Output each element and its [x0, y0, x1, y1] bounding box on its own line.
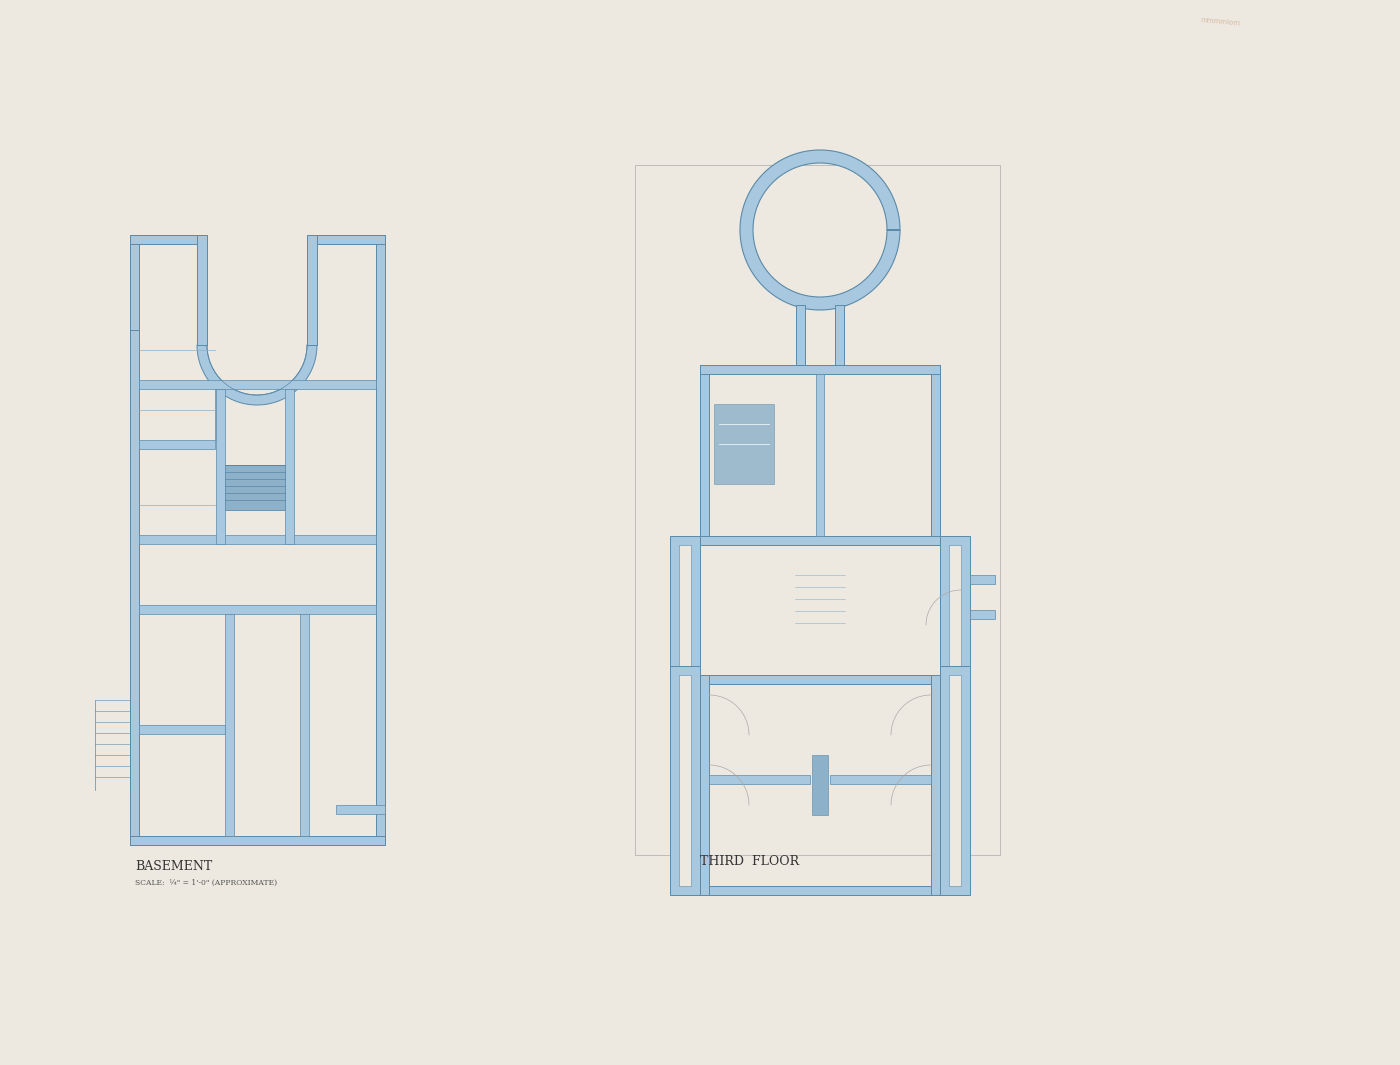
Polygon shape — [139, 440, 216, 449]
Polygon shape — [130, 235, 139, 330]
Polygon shape — [225, 465, 286, 510]
Polygon shape — [816, 374, 825, 536]
Polygon shape — [216, 389, 224, 440]
Polygon shape — [671, 536, 700, 675]
Polygon shape — [316, 235, 385, 244]
Polygon shape — [939, 536, 970, 675]
Polygon shape — [949, 675, 960, 886]
Polygon shape — [139, 535, 377, 544]
Polygon shape — [139, 725, 225, 734]
Polygon shape — [130, 235, 197, 244]
Polygon shape — [700, 675, 708, 895]
Polygon shape — [812, 755, 827, 815]
Polygon shape — [139, 380, 377, 389]
Polygon shape — [286, 389, 294, 544]
Polygon shape — [130, 836, 385, 845]
Polygon shape — [139, 605, 377, 615]
Polygon shape — [377, 235, 385, 845]
Polygon shape — [797, 305, 805, 365]
Polygon shape — [970, 610, 995, 619]
Polygon shape — [130, 235, 139, 845]
Polygon shape — [216, 389, 225, 544]
Text: mmmmlom: mmmmlom — [1200, 17, 1240, 26]
Polygon shape — [225, 615, 234, 836]
Polygon shape — [931, 675, 939, 895]
Polygon shape — [714, 404, 774, 484]
Polygon shape — [197, 235, 207, 345]
Polygon shape — [700, 365, 939, 374]
Polygon shape — [671, 666, 700, 895]
Text: BASEMENT: BASEMENT — [134, 861, 213, 873]
Polygon shape — [700, 675, 939, 684]
Polygon shape — [336, 805, 385, 814]
Text: THIRD  FLOOR: THIRD FLOOR — [700, 855, 799, 868]
Polygon shape — [679, 675, 692, 886]
Polygon shape — [708, 775, 811, 784]
Polygon shape — [700, 886, 939, 895]
Polygon shape — [679, 545, 692, 666]
Polygon shape — [700, 365, 708, 545]
Polygon shape — [970, 575, 995, 584]
Text: SCALE:  ¼" = 1'-0" (APPROXIMATE): SCALE: ¼" = 1'-0" (APPROXIMATE) — [134, 879, 277, 887]
Polygon shape — [307, 235, 316, 345]
Polygon shape — [830, 775, 931, 784]
Polygon shape — [741, 150, 900, 310]
Polygon shape — [300, 615, 309, 836]
Polygon shape — [931, 365, 939, 545]
Polygon shape — [939, 666, 970, 895]
Polygon shape — [197, 345, 316, 405]
Polygon shape — [949, 545, 960, 666]
Polygon shape — [834, 305, 844, 365]
Polygon shape — [700, 536, 939, 545]
